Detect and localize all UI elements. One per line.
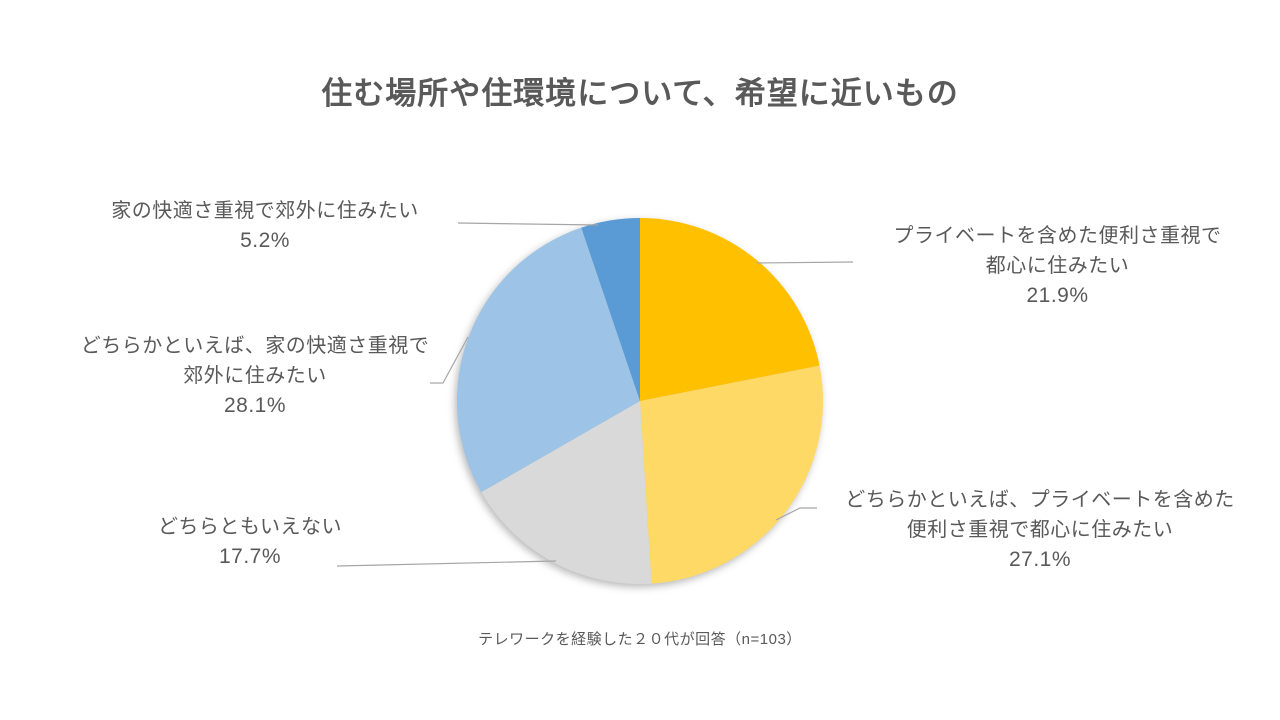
pie-slice-0 [640,218,820,401]
slice-label-pct: 5.2% [240,229,290,252]
slice-label-text: 都心に住みたい [985,255,1130,277]
slice-label-text: 家の快適さ重視で郊外に住みたい [111,200,419,222]
slice-label-suburb-lean: どちらかといえば、家の快適さ重視で 郊外に住みたい 28.1% [35,331,475,421]
leader-line-suburb-strong [457,222,599,226]
slice-label-city-lean: どちらかといえば、プライベートを含めた 便利さ重視で都心に住みたい 27.1% [815,485,1265,575]
slice-label-text: どちらかといえば、プライベートを含めた [845,489,1235,511]
slice-label-pct: 21.9% [1026,284,1089,307]
page-title: 住む場所や住環境について、希望に近いもの [321,76,959,111]
leader-lines [336,222,854,567]
pie-slice-2 [481,401,652,585]
slice-label-text: どちらかといえば、家の快適さ重視で [80,335,430,357]
slice-label-pct: 27.1% [1008,548,1072,571]
slice-label-city-strong: プライベートを含めた便利さ重視で 都心に住みたい 21.9% [855,221,1260,311]
slice-label-suburb-strong: 家の快適さ重視で郊外に住みたい 5.2% [70,196,460,256]
slice-label-text: プライベートを含めた便利さ重視で [893,225,1222,247]
pie-slice-4 [581,218,640,401]
pie-slices [457,218,824,585]
slice-label-text: 便利さ重視で都心に住みたい [906,519,1174,541]
pie-slice-1 [640,365,824,584]
leader-line-city-strong [756,261,854,264]
slice-label-text: 郊外に住みたい [183,365,327,387]
slice-label-pct: 28.1% [223,394,287,417]
slice-label-neutral: どちらともいえない 17.7% [100,512,400,572]
slice-label-pct: 17.7% [218,545,282,568]
leader-line-city-lean [775,507,817,521]
slice-label-text: どちらともいえない [157,516,343,538]
leader-line-suburb-lean [430,336,469,384]
leader-line-neutral [336,560,557,567]
source-note: テレワークを経験した２０代が回答（n=103） [478,631,802,648]
pie-slice-3 [457,227,640,493]
